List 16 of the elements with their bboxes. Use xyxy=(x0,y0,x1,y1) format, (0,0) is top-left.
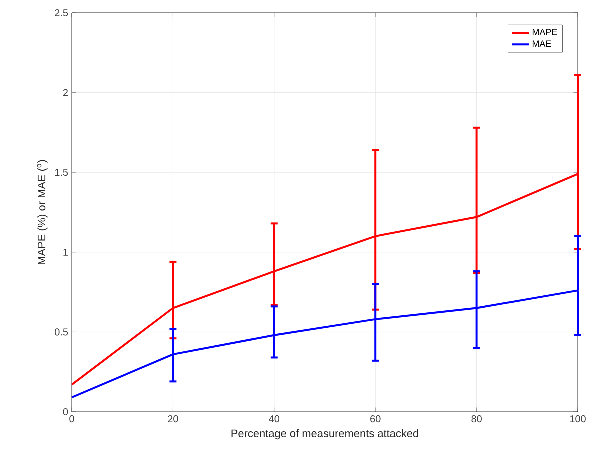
y-tick-label: 1 xyxy=(64,248,68,256)
x-tick-label: 40 xyxy=(269,416,280,423)
x-axis-title: Percentage of measurements attacked xyxy=(232,429,418,440)
y-tick-label: 0 xyxy=(63,408,68,416)
legend-label: MAPE xyxy=(532,29,558,36)
x-tick-label: 20 xyxy=(168,416,178,423)
y-tick-label: 1.5 xyxy=(55,169,68,176)
x-tick-label: 80 xyxy=(472,416,482,423)
y-tick-label: 0.5 xyxy=(55,328,68,336)
x-tick-label: 0 xyxy=(70,416,74,423)
y-tick-label: 2.5 xyxy=(55,9,68,17)
legend-label: MAE xyxy=(532,40,552,47)
x-tick-label: 100 xyxy=(570,416,586,423)
y-tick-label: 2 xyxy=(63,89,68,96)
y-axis-title: MAPE (%) or MAE ($^{o}$) xyxy=(37,160,48,265)
x-tick-label: 60 xyxy=(370,416,381,423)
